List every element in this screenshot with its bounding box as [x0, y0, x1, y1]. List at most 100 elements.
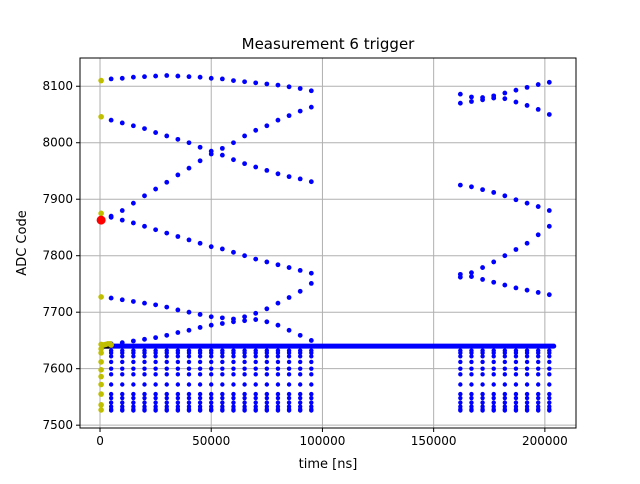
curve-point: [242, 133, 247, 139]
band-point: [286, 354, 292, 359]
band-point: [108, 391, 114, 397]
curve-point: [253, 256, 259, 262]
band-point: [242, 366, 247, 371]
band-point: [309, 382, 314, 387]
band-point: [524, 372, 530, 377]
curve-point: [480, 97, 485, 103]
band-point: [547, 366, 552, 371]
curve-point: [286, 174, 292, 180]
curve-point: [242, 79, 247, 85]
band-point: [131, 350, 136, 356]
curve-point: [308, 280, 314, 286]
curve-point: [186, 309, 192, 315]
band-point: [197, 395, 203, 401]
band-point: [275, 408, 281, 413]
curve-point: [119, 217, 125, 223]
band-point: [142, 400, 147, 405]
band-point: [186, 382, 192, 387]
band-point: [186, 391, 192, 397]
y-tick-label: 7900: [42, 192, 73, 206]
band-point: [491, 382, 496, 387]
curve-point: [286, 295, 292, 300]
band-point: [480, 391, 485, 397]
band-point: [502, 408, 508, 413]
band-point: [164, 395, 169, 401]
band-point: [309, 372, 314, 377]
band-point: [175, 372, 181, 377]
band-point: [231, 366, 236, 371]
curve-point: [242, 161, 247, 167]
band-point: [275, 382, 281, 387]
band-point: [275, 354, 281, 359]
band-point: [186, 395, 192, 401]
curve-point: [186, 237, 192, 243]
band-point: [209, 372, 214, 377]
band-point: [535, 391, 541, 397]
curve-point: [153, 73, 159, 79]
band-point: [275, 391, 281, 397]
y-axis-label: ADC Code: [15, 210, 30, 275]
band-point: [108, 366, 114, 371]
band-point: [175, 408, 181, 413]
band-point: [231, 395, 236, 401]
band-point: [524, 400, 530, 405]
curve-point: [502, 282, 508, 288]
band-point: [469, 395, 474, 401]
curve-point: [275, 322, 281, 328]
band-point: [264, 382, 270, 387]
band-point: [197, 354, 203, 359]
band-point: [264, 408, 270, 413]
band-point: [513, 382, 519, 387]
band-point: [480, 359, 485, 365]
curve-point: [275, 262, 281, 268]
band-point: [264, 350, 270, 356]
band-point: [197, 350, 203, 356]
band-point: [164, 354, 169, 359]
band-point: [458, 391, 463, 397]
band-point: [309, 359, 314, 365]
curve-point: [502, 96, 508, 102]
band-point: [491, 395, 496, 401]
curve-point: [119, 208, 125, 213]
curve-point: [275, 300, 281, 306]
grid-lines: [80, 58, 576, 428]
band-point: [547, 395, 552, 401]
band-point: [120, 400, 125, 405]
band-point: [164, 408, 169, 413]
curve-point: [513, 99, 519, 105]
curve-point: [119, 297, 125, 303]
band-point: [264, 391, 270, 397]
band-point: [197, 408, 203, 413]
band-point: [547, 391, 552, 397]
curve-point: [197, 158, 203, 164]
curve-point: [130, 220, 136, 226]
band-point: [513, 395, 519, 401]
band-point: [491, 354, 496, 359]
band-point: [286, 366, 292, 371]
band-point: [142, 382, 147, 387]
band-point: [458, 395, 463, 401]
band-point: [197, 400, 203, 405]
curve-point: [164, 73, 170, 78]
band-point: [131, 391, 136, 397]
x-axis-label: time [ns]: [299, 457, 358, 472]
curve-point: [297, 108, 303, 114]
curve-point: [264, 259, 270, 265]
band-point: [197, 391, 203, 397]
band-point: [120, 372, 125, 377]
band-point: [209, 354, 214, 359]
band-point: [108, 372, 114, 377]
band-point: [220, 400, 225, 405]
curve-point: [297, 86, 303, 91]
band-point: [142, 395, 147, 401]
band-point: [153, 350, 158, 356]
band-point: [131, 400, 136, 405]
curve-point: [153, 130, 159, 135]
initial-point: [98, 77, 104, 84]
curve-point: [186, 74, 192, 80]
curve-point: [186, 140, 192, 146]
band-point: [286, 372, 292, 377]
curve-point: [264, 306, 270, 312]
band-point: [469, 391, 474, 397]
